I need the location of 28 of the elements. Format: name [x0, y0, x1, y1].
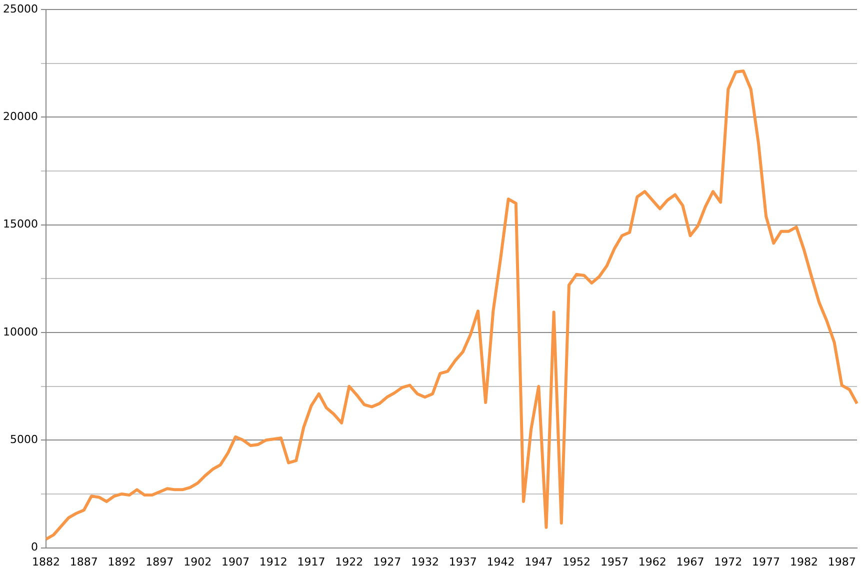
- x-tick-label: 1957: [600, 555, 628, 568]
- y-tick-label: 25000: [2, 2, 38, 16]
- y-tick-label: 20000: [2, 110, 38, 124]
- x-tick-label: 1952: [562, 555, 591, 568]
- x-tick-label: 1917: [297, 555, 326, 568]
- x-tick-label: 1907: [221, 555, 250, 568]
- x-tick-label: 1887: [70, 555, 98, 568]
- x-tick-label: 1967: [676, 555, 704, 568]
- x-tick-label: 1892: [108, 555, 136, 568]
- y-tick-label: 0: [30, 540, 38, 554]
- x-tick-label: 1922: [335, 555, 364, 568]
- x-tick-label: 1932: [410, 555, 439, 568]
- x-tick-label: 1962: [638, 555, 666, 568]
- x-tick-label: 1982: [790, 555, 818, 568]
- x-tick-label: 1942: [486, 555, 515, 568]
- x-tick-label: 1972: [714, 555, 742, 568]
- x-tick-label: 1937: [448, 555, 477, 568]
- x-tick-label: 1977: [752, 555, 780, 568]
- x-tick-label: 1987: [828, 555, 856, 568]
- x-tick-label: 1927: [373, 555, 402, 568]
- y-tick-label: 10000: [2, 325, 38, 338]
- x-tick-label: 1912: [259, 555, 288, 568]
- x-tick-label: 1947: [524, 555, 553, 568]
- y-tick-label: 15000: [2, 218, 38, 231]
- x-tick-label: 1882: [32, 555, 60, 568]
- x-tick-label: 1902: [184, 555, 212, 568]
- x-tick-label: 1897: [146, 555, 174, 568]
- y-tick-label: 5000: [10, 433, 38, 446]
